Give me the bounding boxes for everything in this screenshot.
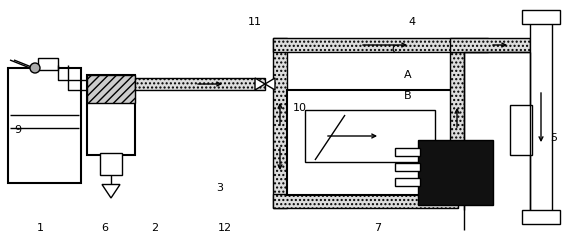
Text: 2: 2 <box>152 223 158 233</box>
Bar <box>8 68 81 183</box>
Bar <box>510 105 532 155</box>
Bar <box>287 90 457 195</box>
Circle shape <box>30 63 40 73</box>
Text: 10: 10 <box>293 103 307 113</box>
Bar <box>418 140 493 205</box>
Text: 3: 3 <box>216 183 224 193</box>
Bar <box>135 78 265 90</box>
Bar <box>273 38 287 208</box>
Text: C: C <box>391 45 399 55</box>
Bar <box>450 52 464 142</box>
Bar <box>305 110 435 162</box>
Bar <box>87 75 135 103</box>
Bar <box>450 38 530 52</box>
Bar <box>273 38 488 52</box>
Bar <box>522 10 560 24</box>
Polygon shape <box>255 78 265 90</box>
Text: B: B <box>404 91 412 101</box>
Text: 9: 9 <box>14 125 22 135</box>
Bar <box>273 194 458 208</box>
Text: 11: 11 <box>248 17 262 27</box>
Bar <box>395 148 420 156</box>
Bar <box>395 178 420 186</box>
Text: 6: 6 <box>101 223 109 233</box>
Bar <box>395 163 420 171</box>
Text: 4: 4 <box>408 17 416 27</box>
Bar <box>100 153 122 175</box>
Text: 12: 12 <box>218 223 232 233</box>
Text: 5: 5 <box>550 133 558 143</box>
Bar <box>87 75 135 155</box>
Text: 1: 1 <box>37 223 43 233</box>
Text: A: A <box>404 70 412 80</box>
Polygon shape <box>102 184 120 198</box>
Bar <box>530 18 552 218</box>
Bar <box>38 58 58 70</box>
Text: 7: 7 <box>375 223 382 233</box>
Polygon shape <box>265 78 275 90</box>
Bar <box>522 210 560 224</box>
